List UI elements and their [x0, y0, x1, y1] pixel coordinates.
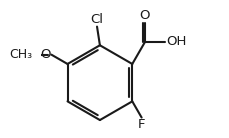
Text: Cl: Cl [90, 13, 103, 26]
Text: O: O [40, 48, 50, 61]
Text: F: F [137, 118, 145, 131]
Text: CH₃: CH₃ [9, 48, 32, 61]
Text: O: O [139, 9, 149, 22]
Text: OH: OH [165, 35, 186, 48]
